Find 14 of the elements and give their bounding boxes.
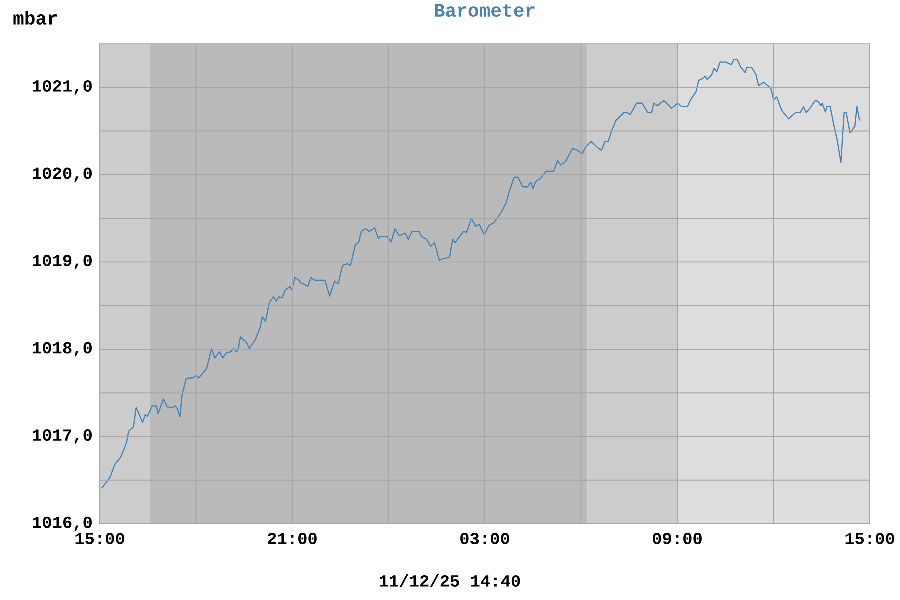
x-tick-label: 15:00	[846, 533, 894, 545]
x-tick-label: 15:00	[76, 533, 124, 545]
y-tick-label: 1021,0	[33, 80, 92, 95]
x-tick-label: 21:00	[268, 533, 317, 545]
text: 11/12/25 14:40	[380, 574, 520, 587]
y-tick-label: 1016,0	[33, 516, 92, 532]
chart-title: Barometer	[435, 4, 535, 18]
y-tick-label: 1017,0	[33, 430, 92, 444]
y-axis-title: mbar	[14, 11, 58, 25]
y-tick-label: 1019,0	[33, 255, 92, 270]
x-tick-label: 03:00	[460, 533, 510, 545]
x-tick-label: 09:00	[653, 533, 702, 545]
y-tick-label: 1018,0	[33, 342, 92, 357]
y-tick-label: 1020,0	[33, 168, 92, 182]
